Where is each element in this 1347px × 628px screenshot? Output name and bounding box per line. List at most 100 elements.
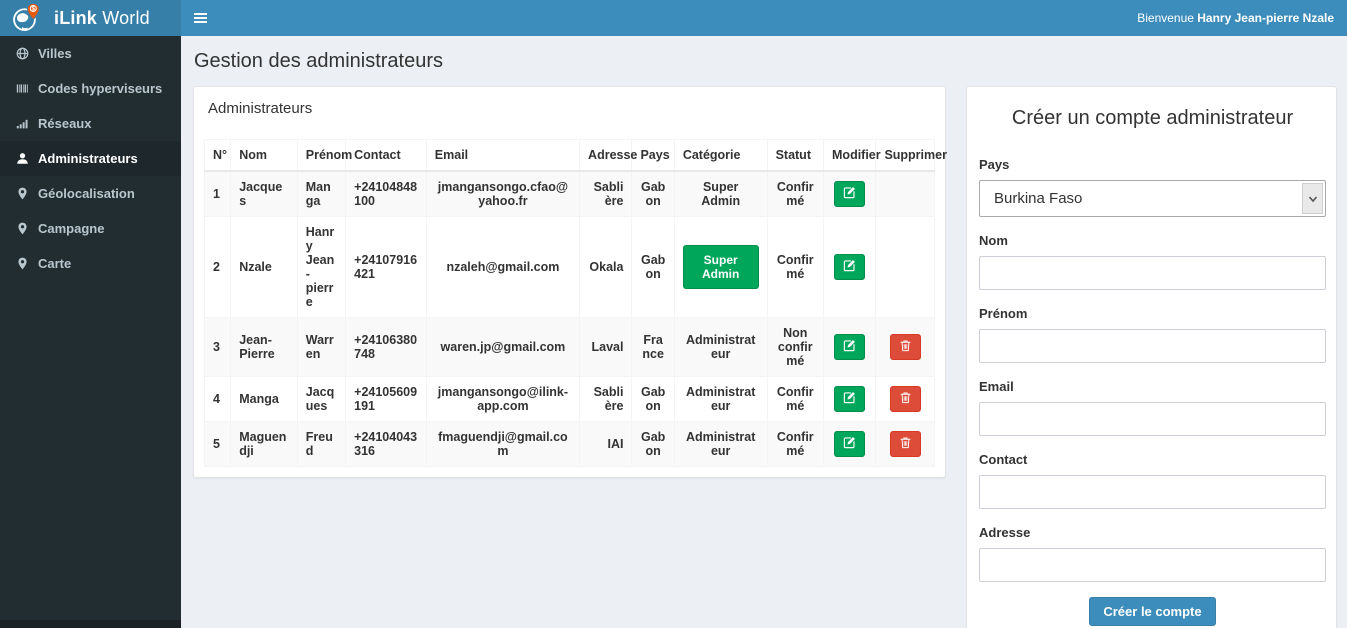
- brand-title-regular: World: [97, 7, 150, 28]
- cell-statut: Confirmé: [766, 216, 825, 318]
- column-header: Contact: [345, 139, 427, 172]
- sidebar-toggle-icon[interactable]: [181, 0, 221, 36]
- cell-email: waren.jp@gmail.com: [425, 317, 581, 377]
- adresse-field[interactable]: [979, 548, 1326, 582]
- sidebar-item-campagne[interactable]: Campagne: [0, 211, 181, 246]
- sidebar-item-administrateurs[interactable]: Administrateurs: [0, 141, 181, 176]
- cell-num: 5: [203, 421, 232, 467]
- chevron-down-icon[interactable]: [1302, 183, 1323, 214]
- sidebar-item-label: Réseaux: [38, 116, 92, 131]
- brand-title-bold: iLink: [54, 7, 98, 28]
- sidebar-item-r-seaux[interactable]: Réseaux: [0, 106, 181, 141]
- edit-button[interactable]: [834, 181, 866, 207]
- cell-email: fmaguendji@gmail.com: [425, 421, 581, 467]
- welcome-user-name: Hanry Jean-pierre Nzale: [1197, 11, 1334, 25]
- cell-supprimer: [875, 216, 935, 318]
- field-label-prenom: Prénom: [979, 306, 1028, 321]
- column-header: Email: [425, 139, 581, 172]
- cell-nom: Maguendji: [230, 421, 298, 467]
- brand-title: iLink World: [54, 8, 150, 29]
- cell-statut: Non confirmé: [766, 317, 825, 377]
- table-row: 2 Nzale Hanry Jean-pierre +24107916421 nzale…: [203, 216, 935, 318]
- edit-button[interactable]: [834, 431, 866, 457]
- page-title: Gestion des administrateurs: [194, 50, 444, 72]
- cell-modifier: [823, 170, 877, 217]
- create-admin-form-title: Créer un compte administrateur: [1011, 107, 1294, 129]
- contact-field[interactable]: [979, 475, 1326, 509]
- sidebar-item-codes-hyperviseurs[interactable]: Codes hyperviseurs: [0, 71, 181, 106]
- create-admin-panel: Créer un compte administrateur Pays Burki…: [966, 86, 1337, 628]
- edit-button[interactable]: [834, 334, 866, 360]
- sidebar-item-label: Campagne: [38, 221, 105, 236]
- map-marker-icon: [16, 222, 38, 235]
- welcome-text: Bienvenue Hanry Jean-pierre Nzale: [1137, 11, 1347, 25]
- cell-pays: Gabon: [631, 376, 675, 422]
- admin-table-body: 1 Jacques Manga +24104848100 jmangansongo.cf…: [203, 170, 935, 467]
- edit-button[interactable]: [834, 386, 866, 412]
- cell-prenom: Freud: [296, 421, 347, 467]
- field-label-adresse: Adresse: [979, 525, 1031, 540]
- cell-pays: Gabon: [631, 170, 675, 217]
- create-account-button[interactable]: Créer le compte: [1089, 597, 1216, 626]
- administrators-table: N° Nom Prénom Contact Email Adresse Pays Catégo…: [203, 139, 947, 467]
- nom-field[interactable]: [979, 256, 1326, 290]
- top-navbar: $ iLink World Bienvenue Hanry Jean-pierr…: [0, 0, 1347, 36]
- sidebar-item-villes[interactable]: Villes: [0, 36, 181, 71]
- cell-statut: Confirmé: [766, 376, 825, 422]
- column-header: Nom: [230, 139, 298, 172]
- signal-icon: [16, 117, 38, 130]
- field-label-email: Email: [979, 379, 1014, 394]
- sidebar-menu: Villes Codes hyperviseurs Réseaux Administr…: [0, 36, 181, 628]
- cell-nom: Jacques: [230, 170, 298, 217]
- category-badge-button[interactable]: Super Admin: [682, 245, 759, 289]
- cell-prenom: Jacques: [296, 376, 347, 422]
- table-row: 5 Maguendji Freud +24104043316 fmaguendji@gm…: [203, 421, 935, 467]
- cell-adresse: Sablière: [579, 376, 633, 422]
- cell-num: 3: [203, 317, 232, 377]
- table-row: 4 Manga Jacques +24105609191 jmangansongo@il…: [203, 376, 935, 422]
- sidebar-item-label: Codes hyperviseurs: [38, 81, 163, 96]
- cell-supprimer: [875, 170, 935, 217]
- delete-button[interactable]: [889, 334, 921, 360]
- sidebar-item-label: Villes: [38, 46, 72, 61]
- edit-icon: [843, 259, 856, 275]
- trash-icon: [899, 391, 912, 407]
- administrators-panel-title: Administrateurs: [208, 100, 313, 117]
- barcode-icon: [16, 82, 38, 95]
- prenom-field[interactable]: [979, 329, 1326, 363]
- cell-adresse: Okala: [579, 216, 633, 318]
- map-marker-icon: [16, 187, 38, 200]
- table-header-row: N° Nom Prénom Contact Email Adresse Pays Catégo…: [203, 139, 947, 172]
- cell-modifier: [823, 376, 877, 422]
- cell-pays: France: [631, 317, 675, 377]
- brand-logo-area[interactable]: $ iLink World: [0, 0, 181, 36]
- cell-categorie: Administrateur: [673, 317, 768, 377]
- cell-adresse: Sablière: [579, 170, 633, 217]
- delete-button[interactable]: [889, 386, 921, 412]
- cell-categorie: Administrateur: [673, 421, 768, 467]
- create-admin-form: Pays Burkina Faso Nom Prénom Email Contact Adr…: [979, 157, 1326, 582]
- field-label-contact: Contact: [979, 452, 1028, 467]
- sidebar-item-label: Carte: [38, 256, 72, 271]
- email-field[interactable]: [979, 402, 1326, 436]
- sidebar-item-label: Administrateurs: [38, 151, 138, 166]
- navbar: Bienvenue Hanry Jean-pierre Nzale: [181, 0, 1347, 36]
- column-header: Supprimer: [875, 139, 947, 172]
- cell-modifier: [823, 421, 877, 467]
- welcome-prefix: Bienvenue: [1137, 11, 1198, 25]
- globe-icon: [16, 47, 38, 60]
- sidebar-item-carte[interactable]: Carte: [0, 246, 181, 281]
- cell-prenom: Manga: [296, 170, 347, 217]
- cell-statut: Confirmé: [766, 170, 825, 217]
- cell-prenom: Warren: [296, 317, 347, 377]
- cell-num: 2: [203, 216, 232, 318]
- cell-categorie: Super Admin: [673, 170, 768, 217]
- sidebar-item-g-olocalisation[interactable]: Géolocalisation: [0, 176, 181, 211]
- column-header: Pays: [631, 139, 675, 172]
- edit-button[interactable]: [834, 254, 866, 280]
- edit-icon: [843, 186, 856, 202]
- pays-select[interactable]: Burkina Faso: [979, 180, 1326, 217]
- delete-button[interactable]: [889, 431, 921, 457]
- cell-num: 1: [203, 170, 232, 217]
